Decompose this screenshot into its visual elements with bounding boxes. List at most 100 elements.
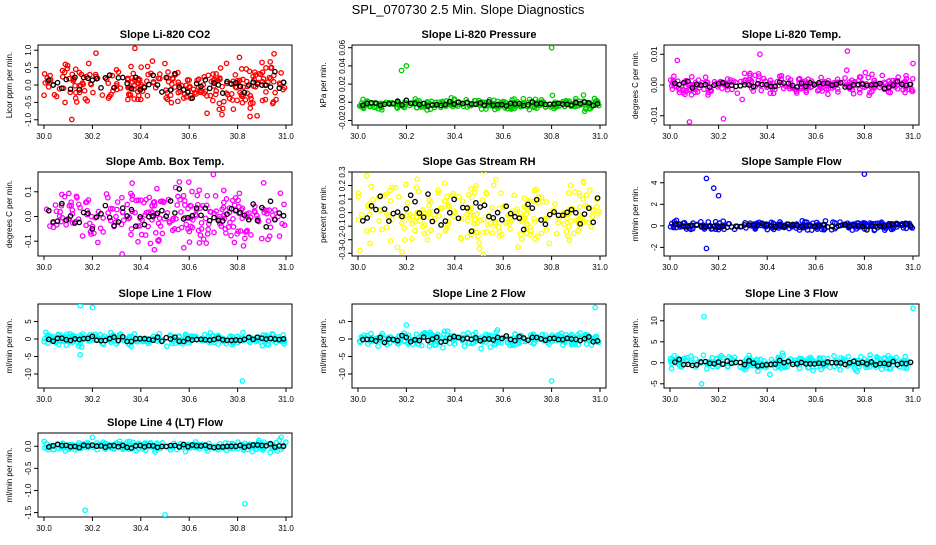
point — [239, 99, 246, 106]
x-tick-label: 30.8 — [544, 132, 560, 141]
reference-point — [128, 445, 135, 451]
point — [260, 76, 267, 82]
reference-point — [119, 74, 126, 81]
outlier-point — [77, 304, 84, 309]
y-tick-label: 0.0 — [24, 440, 33, 452]
point — [834, 76, 841, 83]
point — [746, 76, 752, 83]
reference-point — [864, 227, 870, 233]
point — [355, 193, 362, 200]
outlier-point — [720, 115, 727, 122]
y-axis-label: ml/min per min. — [5, 319, 14, 374]
point — [240, 329, 246, 336]
x-tick-label: 30.0 — [350, 395, 366, 404]
point — [524, 207, 531, 213]
reference-point — [93, 75, 100, 82]
point — [468, 186, 475, 192]
reference-point — [802, 83, 809, 90]
point — [186, 77, 193, 83]
y-tick-label: -5 — [24, 352, 33, 360]
x-tick-label: 30.4 — [133, 395, 149, 404]
y-tick-label: -0.02 — [338, 111, 347, 130]
y-tick-label: 5 — [24, 319, 33, 324]
outlier-point — [82, 507, 88, 514]
point — [117, 85, 124, 91]
point — [52, 202, 59, 208]
reference-point — [846, 84, 853, 90]
point — [531, 215, 537, 222]
point — [467, 212, 474, 219]
point — [223, 340, 230, 347]
point — [466, 340, 473, 347]
point — [367, 240, 373, 247]
point — [385, 212, 392, 219]
point — [67, 331, 74, 337]
reference-point — [85, 75, 91, 82]
point — [843, 67, 850, 74]
point — [908, 86, 915, 92]
point — [239, 205, 246, 212]
reference-point — [245, 216, 252, 223]
reference-point — [702, 81, 709, 88]
y-axis-label: Licor ppm per min. — [5, 52, 14, 118]
reference-point — [63, 217, 70, 224]
point — [267, 65, 274, 71]
point — [580, 92, 587, 98]
reference-point — [111, 84, 117, 91]
reference-point — [180, 86, 187, 93]
reference-point — [250, 336, 257, 343]
point — [207, 208, 213, 215]
point — [445, 202, 452, 209]
reference-point — [258, 204, 265, 211]
point — [810, 367, 816, 374]
point — [828, 226, 835, 233]
y-tick-label: 0.01 — [650, 46, 659, 62]
point — [888, 226, 895, 233]
data-points — [41, 45, 288, 123]
point — [575, 227, 582, 234]
outlier-point — [242, 500, 248, 507]
point — [866, 92, 872, 99]
reference-point — [202, 77, 209, 83]
reference-point — [267, 440, 274, 447]
x-tick-label: 30.0 — [662, 263, 678, 272]
point — [171, 225, 178, 232]
y-tick-label: 2 — [650, 202, 659, 207]
reference-point — [594, 195, 601, 201]
reference-point — [403, 206, 410, 212]
reference-point — [481, 202, 488, 209]
reference-point — [672, 359, 678, 365]
point — [247, 113, 253, 120]
reference-point — [377, 193, 384, 200]
x-tick-label: 30.0 — [36, 132, 52, 141]
point — [128, 231, 134, 238]
point — [412, 227, 418, 234]
y-axis-label: percent per min. — [319, 185, 328, 243]
point — [426, 208, 433, 215]
y-tick-label: 0.0 — [338, 207, 347, 219]
point — [552, 201, 558, 207]
reference-point — [59, 200, 65, 207]
reference-point — [241, 212, 248, 219]
point — [128, 63, 134, 70]
reference-point — [807, 79, 814, 86]
point — [780, 85, 787, 92]
reference-point — [750, 83, 757, 90]
y-tick-label: 0.00 — [650, 77, 659, 93]
point — [902, 358, 909, 364]
point — [200, 236, 207, 242]
point — [835, 89, 841, 95]
point — [667, 223, 674, 230]
reference-point — [394, 98, 401, 104]
point — [165, 69, 171, 75]
point — [114, 206, 120, 213]
reference-point — [98, 84, 104, 91]
point — [248, 231, 254, 238]
reference-point — [590, 219, 597, 226]
reference-point — [193, 80, 200, 87]
point — [68, 199, 75, 206]
point — [258, 235, 265, 242]
x-tick-label: 31.0 — [278, 524, 294, 533]
